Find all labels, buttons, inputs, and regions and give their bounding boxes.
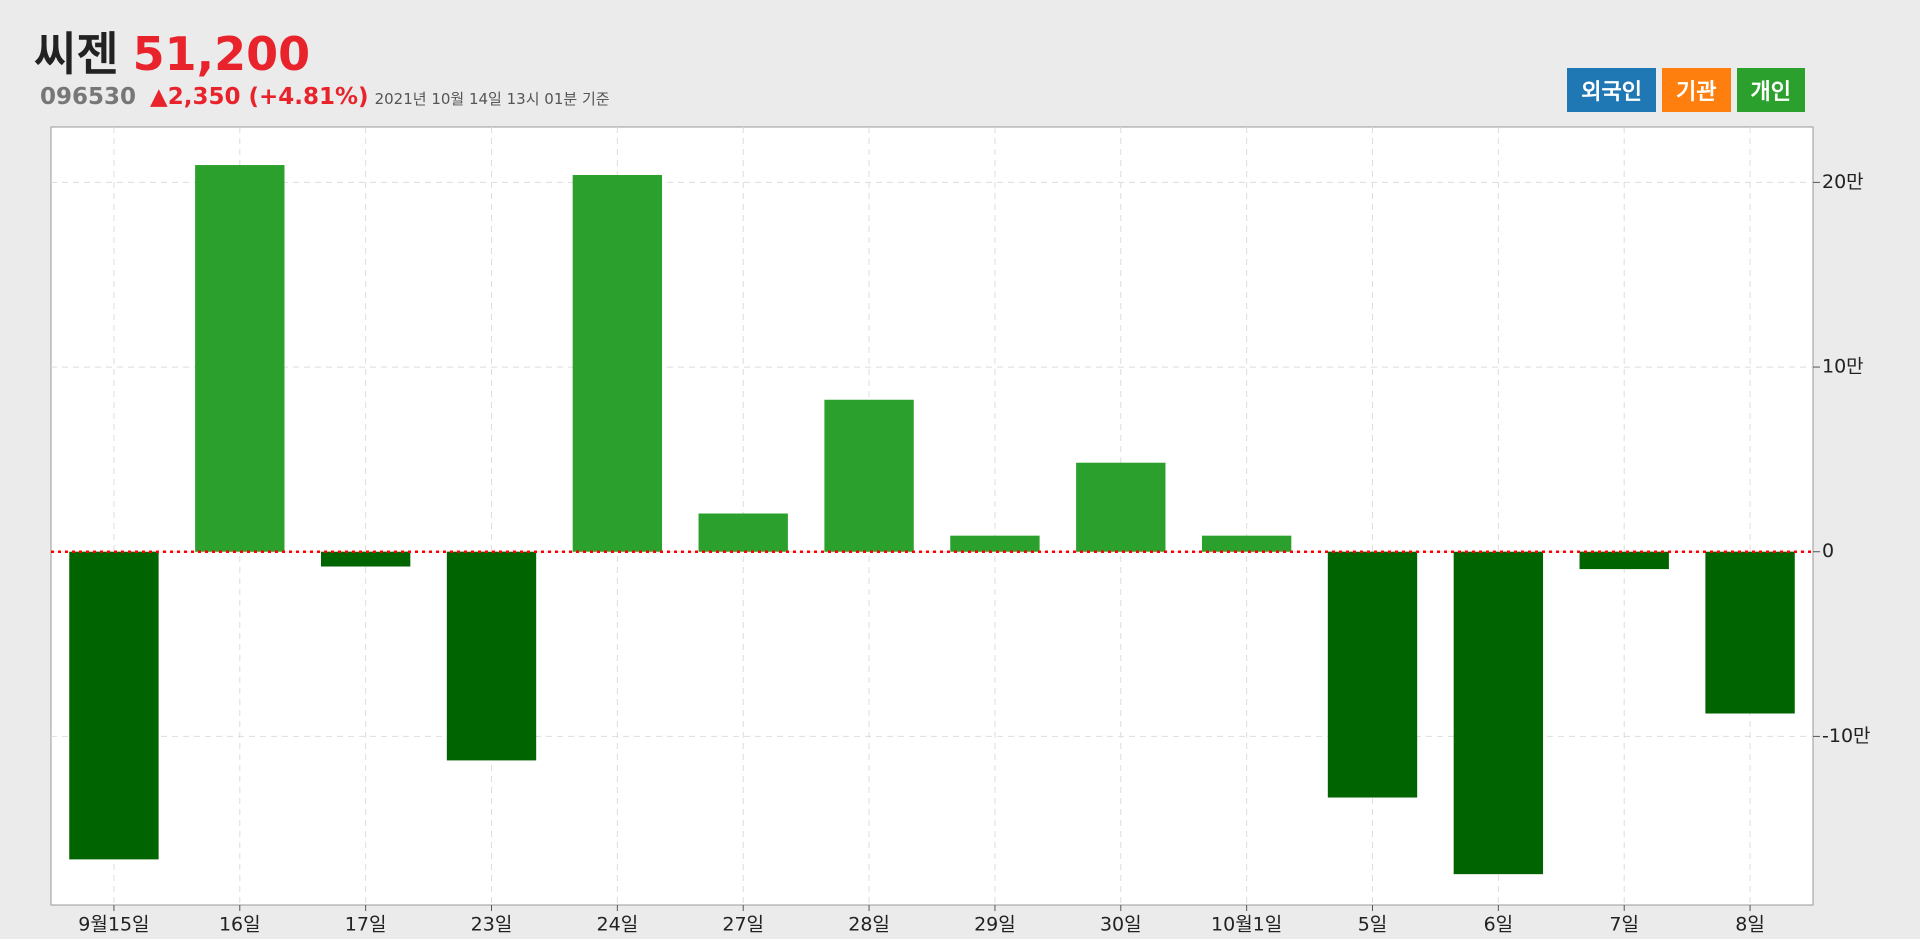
x-tick-label: 8일 bbox=[1735, 914, 1765, 936]
button-group: 외국인 기관 개인 bbox=[1567, 68, 1805, 112]
x-tick-label: 28일 bbox=[848, 914, 890, 936]
x-tick-label: 16일 bbox=[219, 914, 261, 936]
x-tick-label: 17일 bbox=[345, 914, 387, 936]
x-tick-label: 10월1일 bbox=[1211, 914, 1282, 936]
bar bbox=[698, 513, 788, 552]
x-tick-label: 6일 bbox=[1484, 914, 1514, 936]
series-button[interactable]: 개인 bbox=[1736, 68, 1805, 112]
bar bbox=[446, 551, 537, 761]
bar bbox=[1201, 535, 1292, 552]
x-tick-label: 29일 bbox=[974, 914, 1016, 936]
bar bbox=[1327, 551, 1418, 798]
sub-header: 096530 ▲2,350 (+4.81%) 2021년 10월 14일 13시 0… bbox=[40, 84, 610, 110]
bar bbox=[1076, 462, 1166, 552]
bar bbox=[195, 165, 285, 552]
bar bbox=[1453, 551, 1544, 875]
bar bbox=[1705, 551, 1795, 714]
x-tick-label: 9월15일 bbox=[78, 914, 149, 936]
bar bbox=[69, 551, 159, 860]
y-tick-label: -10만 bbox=[1822, 725, 1871, 747]
bar bbox=[1579, 551, 1669, 570]
y-tick-label: 20만 bbox=[1822, 171, 1864, 193]
stock-price: 51,200 bbox=[132, 27, 311, 81]
y-tick-label: 10만 bbox=[1822, 356, 1864, 378]
timestamp: 2021년 10월 14일 13시 01분 기준 bbox=[374, 90, 610, 108]
x-tick-label: 24일 bbox=[597, 914, 639, 936]
stock-code: 096530 bbox=[40, 84, 137, 110]
y-tick-label: 0 bbox=[1822, 540, 1834, 562]
x-tick-label: 5일 bbox=[1358, 914, 1388, 936]
x-tick-label: 23일 bbox=[471, 914, 513, 936]
series-button[interactable]: 기관 bbox=[1662, 68, 1731, 112]
bar bbox=[572, 175, 663, 552]
price-change: ▲2,350 (+4.81%) bbox=[150, 84, 369, 110]
plot-area bbox=[50, 126, 1814, 906]
bar bbox=[950, 535, 1040, 552]
bar bbox=[824, 399, 914, 552]
stock-name: 씨젠 bbox=[34, 27, 119, 81]
header: 씨젠 51,200 bbox=[34, 18, 310, 84]
bar bbox=[320, 551, 411, 567]
x-tick-label: 7일 bbox=[1609, 914, 1639, 936]
x-tick-label: 30일 bbox=[1100, 914, 1142, 936]
series-button[interactable]: 외국인 bbox=[1567, 68, 1657, 112]
x-tick-label: 27일 bbox=[722, 914, 764, 936]
